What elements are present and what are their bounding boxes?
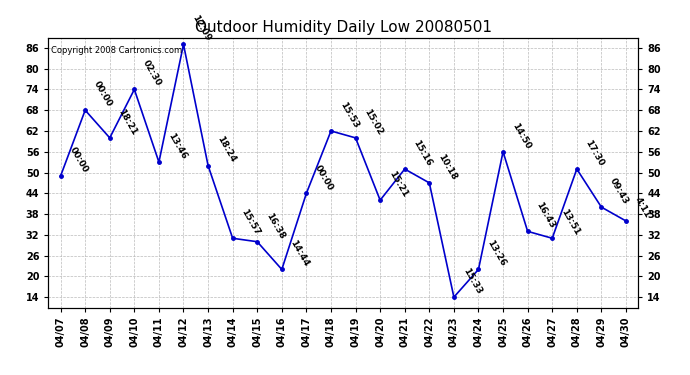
Text: 13:46: 13:46 [166, 131, 188, 161]
Text: 4:11: 4:11 [633, 196, 652, 220]
Text: 15:21: 15:21 [387, 170, 409, 199]
Text: 02:30: 02:30 [141, 59, 164, 88]
Text: Copyright 2008 Cartronics.com: Copyright 2008 Cartronics.com [51, 46, 182, 55]
Text: 09:43: 09:43 [609, 176, 631, 206]
Text: 14:44: 14:44 [289, 238, 311, 268]
Text: 15:33: 15:33 [461, 266, 483, 296]
Text: 00:00: 00:00 [92, 80, 114, 109]
Text: 00:00: 00:00 [313, 163, 335, 192]
Text: 15:57: 15:57 [239, 207, 262, 237]
Text: 10:18: 10:18 [436, 152, 458, 182]
Text: 13:26: 13:26 [486, 239, 508, 268]
Text: 17:30: 17:30 [584, 138, 606, 168]
Text: 12:09: 12:09 [190, 14, 213, 43]
Text: 13:51: 13:51 [559, 208, 581, 237]
Text: 00:00: 00:00 [68, 146, 90, 175]
Text: 16:38: 16:38 [264, 211, 286, 240]
Text: 15:16: 15:16 [412, 138, 434, 168]
Text: 18:24: 18:24 [215, 135, 237, 164]
Text: 15:53: 15:53 [338, 100, 360, 130]
Title: Outdoor Humidity Daily Low 20080501: Outdoor Humidity Daily Low 20080501 [195, 20, 492, 35]
Text: 18:21: 18:21 [117, 107, 139, 136]
Text: 15:02: 15:02 [362, 107, 384, 136]
Text: 16:43: 16:43 [535, 201, 557, 230]
Text: 14:50: 14:50 [510, 121, 532, 150]
